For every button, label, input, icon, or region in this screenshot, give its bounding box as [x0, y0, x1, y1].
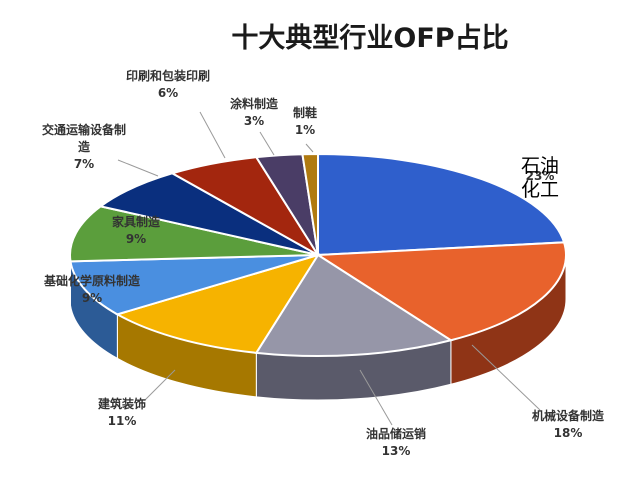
pie-slice-0 — [317, 152, 566, 257]
slice-pct-label-5: 9% — [126, 232, 146, 246]
chart-title: 十大典型行业OFP占比 — [231, 22, 508, 54]
slice-pct-label-2: 13% — [382, 444, 411, 458]
leader-line-8 — [259, 131, 275, 156]
slice-label-7: 印刷和包装印刷 — [126, 68, 210, 83]
slice-label-2: 油品储运销 — [366, 426, 426, 441]
slice-label-5: 家具制造 — [112, 214, 161, 229]
slice-label-1: 机械设备制造 — [532, 408, 605, 423]
pie-slice-4 — [69, 254, 319, 316]
slice-pct-label-7: 6% — [158, 86, 178, 100]
pie-slice-3 — [114, 253, 321, 354]
slice-label-0-line-0: 石油 — [521, 155, 559, 177]
slice-label-8: 涂料制造 — [230, 96, 279, 111]
slice-pct-label-8: 3% — [244, 114, 264, 128]
leader-lines — [117, 111, 541, 426]
slice-pct-label-0: 23% — [526, 169, 555, 183]
slice-pct-label-3: 11% — [108, 414, 137, 428]
slice-label-9: 制鞋 — [293, 105, 317, 120]
slice-pct-label-4: 9% — [82, 291, 102, 305]
slice-pct-label-1: 18% — [554, 426, 583, 440]
pie-slice-1 — [314, 241, 567, 342]
leader-line-7 — [199, 111, 226, 159]
leader-line-9 — [305, 143, 314, 153]
pie-slice-9 — [301, 152, 319, 256]
leader-line-2 — [359, 369, 393, 426]
pie-tops — [69, 152, 567, 358]
slice-pct-label-9: 1% — [295, 123, 315, 137]
slice-label-4: 基础化学原料制造 — [43, 273, 141, 288]
leader-line-6 — [117, 159, 159, 177]
slice-label-3: 建筑装饰 — [97, 396, 146, 411]
pie-slice-5 — [69, 205, 319, 263]
pie-slice-2 — [254, 253, 454, 358]
slice-label-6-line-0: 交通运输设备制 — [42, 122, 126, 137]
slice-label-0-line-1: 化工 — [521, 179, 559, 201]
pie-slice-6 — [98, 172, 319, 256]
slice-label-6-line-1: 造 — [78, 139, 91, 154]
leader-line-1 — [471, 344, 541, 411]
leader-line-3 — [144, 369, 176, 401]
slice-pct-label-6: 7% — [74, 157, 94, 171]
